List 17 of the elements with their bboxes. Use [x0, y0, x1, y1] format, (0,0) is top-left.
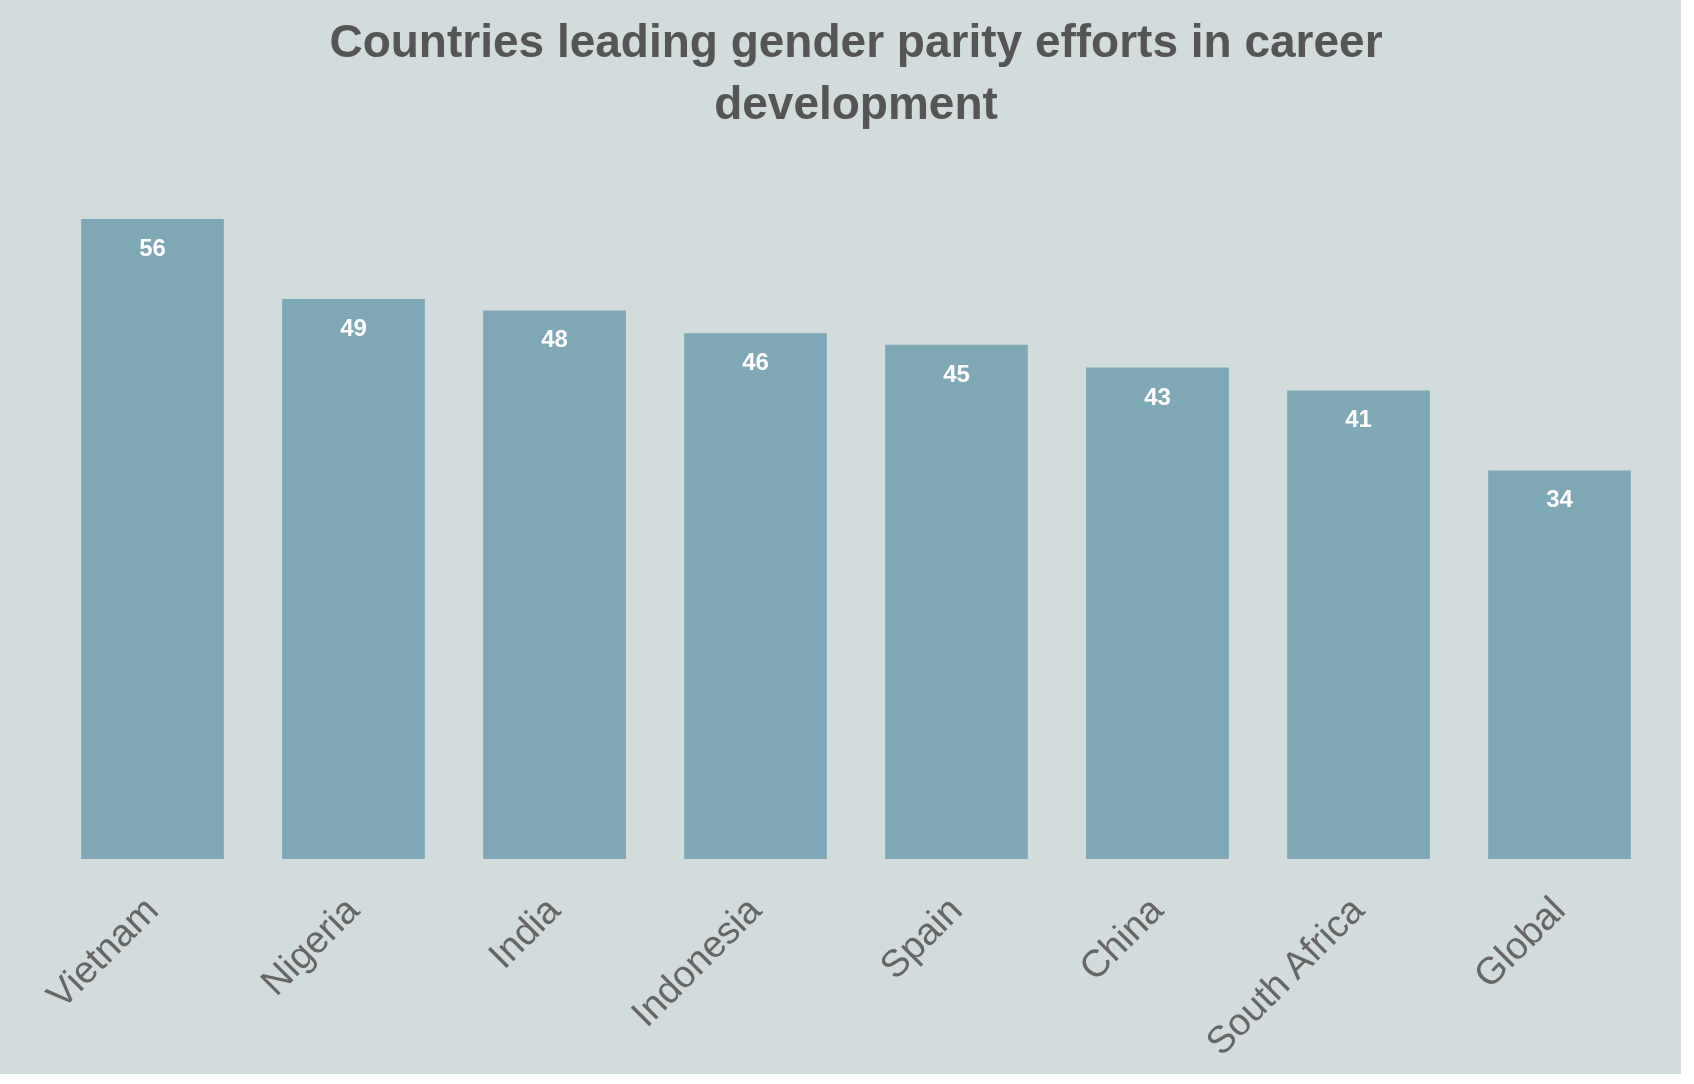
data-label: 46	[742, 348, 769, 376]
bar	[1488, 470, 1631, 859]
data-label: 49	[340, 314, 367, 341]
data-label: 56	[139, 234, 166, 261]
bar	[483, 310, 626, 859]
bar	[1086, 367, 1229, 859]
bar	[1287, 390, 1430, 859]
data-label: 41	[1345, 405, 1372, 433]
chart-title: Countries leading gender parity efforts in career development	[329, 15, 1383, 129]
data-label: 48	[541, 325, 568, 353]
bar	[81, 219, 224, 859]
data-label: 45	[943, 359, 970, 387]
data-label: 34	[1546, 485, 1574, 513]
data-label: 43	[1144, 382, 1171, 410]
bar	[684, 333, 827, 859]
bar	[885, 344, 1028, 859]
bar	[282, 299, 425, 859]
